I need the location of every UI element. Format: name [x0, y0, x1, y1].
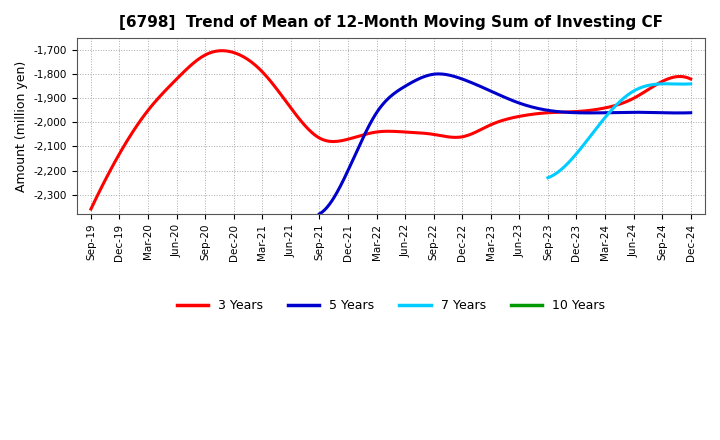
Line: 7 Years: 7 Years [548, 84, 690, 178]
7 Years [665, 81, 673, 87]
7 Years [544, 175, 552, 180]
5 Years [686, 110, 695, 115]
7 Years [686, 81, 695, 87]
7 Years [673, 81, 682, 87]
Title: [6798]  Trend of Mean of 12-Month Moving Sum of Investing CF: [6798] Trend of Mean of 12-Month Moving … [119, 15, 663, 30]
7 Years [662, 81, 670, 86]
5 Years [434, 71, 443, 77]
3 Years [686, 77, 695, 82]
5 Years [544, 108, 552, 113]
5 Years [536, 106, 545, 112]
7 Years [628, 89, 636, 95]
Line: 3 Years: 3 Years [91, 51, 690, 209]
3 Years [444, 134, 452, 139]
3 Years [594, 106, 603, 112]
Legend: 3 Years, 5 Years, 7 Years, 10 Years: 3 Years, 5 Years, 7 Years, 10 Years [171, 294, 610, 317]
5 Years [315, 211, 324, 216]
7 Years [631, 88, 639, 93]
3 Years [86, 206, 95, 212]
Line: 5 Years: 5 Years [320, 74, 690, 214]
7 Years [544, 175, 553, 180]
5 Years [653, 110, 662, 115]
3 Years [632, 94, 641, 99]
3 Years [456, 135, 464, 140]
5 Years [629, 110, 638, 115]
5 Years [316, 210, 325, 216]
3 Years [217, 48, 225, 53]
Y-axis label: Amount (million yen): Amount (million yen) [15, 60, 28, 191]
7 Years [629, 89, 637, 94]
3 Years [89, 202, 97, 207]
5 Years [537, 106, 546, 112]
3 Years [446, 135, 454, 140]
